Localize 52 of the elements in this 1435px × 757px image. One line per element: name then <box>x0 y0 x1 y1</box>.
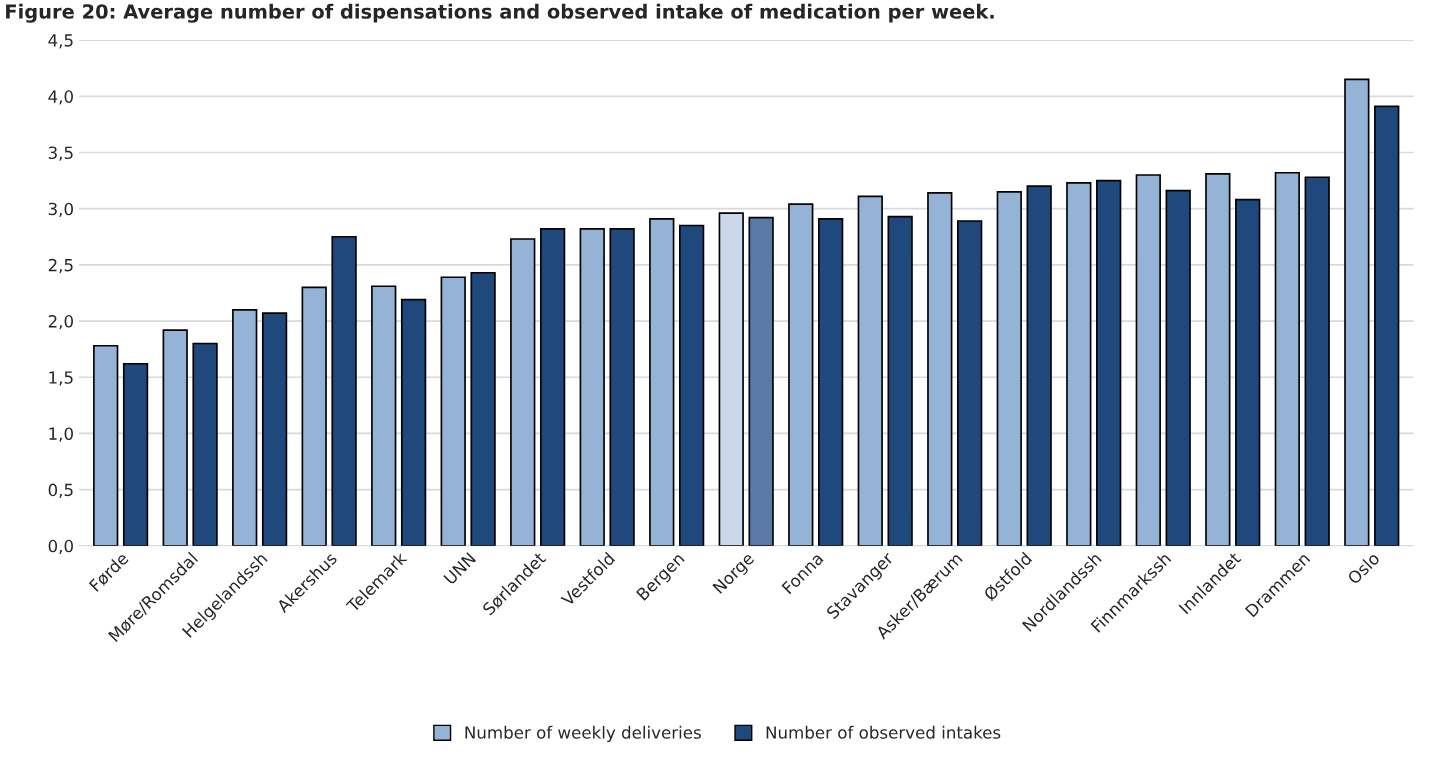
bar <box>1026 185 1052 546</box>
y-tick-label: 4,5 <box>48 34 73 49</box>
bar <box>331 235 357 546</box>
bar <box>510 238 536 546</box>
y-tick-label: 1,5 <box>49 371 73 386</box>
bar <box>1344 78 1370 546</box>
bar <box>1096 179 1122 546</box>
chart-title: Figure 20: Average number of dispensations and observed intake of medication per week. <box>6 3 994 23</box>
bar <box>301 286 327 546</box>
bar <box>788 203 814 546</box>
bar <box>857 195 883 546</box>
y-tick-label: 0,0 <box>48 539 73 555</box>
bar <box>818 217 844 546</box>
bar <box>261 312 288 546</box>
bar <box>927 192 953 546</box>
y-tick-label: 2,5 <box>48 258 73 274</box>
bar <box>440 276 466 546</box>
bar <box>470 271 496 546</box>
y-tick-label: 3,0 <box>48 202 73 217</box>
bar <box>957 220 983 546</box>
x-tick-label: Oslo <box>1346 551 1381 586</box>
bar <box>887 215 913 546</box>
bar <box>1374 105 1400 546</box>
bar <box>1205 173 1231 546</box>
bar <box>1274 171 1300 546</box>
legend-label: Number of weekly deliveries <box>465 725 701 742</box>
bar <box>371 285 397 546</box>
y-tick-label: 1,0 <box>49 427 73 442</box>
y-tick-label: 3,5 <box>48 146 73 161</box>
bar <box>748 216 774 546</box>
bar <box>996 190 1022 546</box>
bar <box>678 224 705 546</box>
bar <box>162 329 188 546</box>
y-tick-label: 0,5 <box>48 483 73 498</box>
bar <box>192 342 218 546</box>
bar <box>1304 176 1330 546</box>
y-tick-label: 4,0 <box>48 90 73 105</box>
bar <box>649 217 675 546</box>
bar <box>1135 174 1161 546</box>
y-tick-label: 2,0 <box>48 315 73 330</box>
bar <box>122 362 149 546</box>
legend-label: Number of observed intakes <box>766 725 1001 739</box>
bar <box>609 228 635 546</box>
bar <box>93 344 119 546</box>
bar <box>579 228 605 546</box>
bar <box>400 298 427 546</box>
bar <box>539 228 566 546</box>
bar <box>232 308 258 546</box>
bar <box>718 212 744 546</box>
bar <box>1165 189 1191 546</box>
bar <box>1235 198 1261 546</box>
bar <box>1066 181 1092 546</box>
